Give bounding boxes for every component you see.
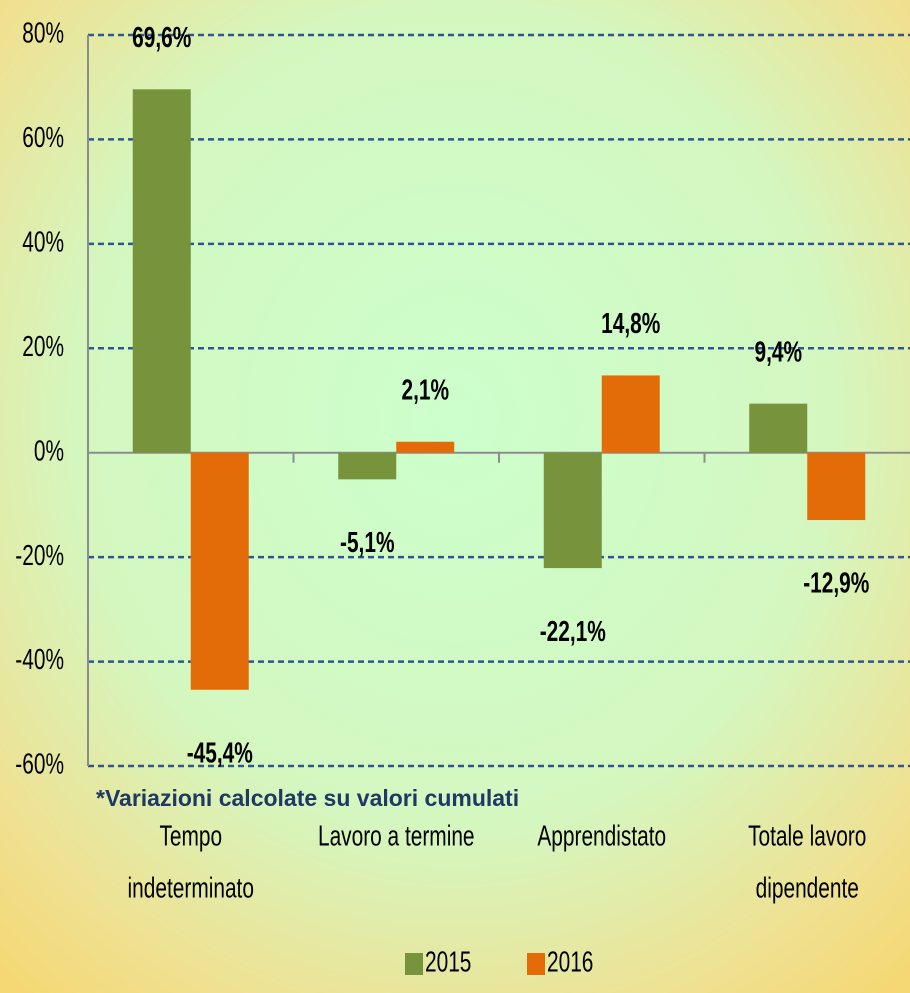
y-tick-label: 80% bbox=[22, 17, 64, 49]
x-tick-label: Apprendistato bbox=[537, 820, 666, 852]
data-label: -45,4% bbox=[187, 737, 253, 769]
bar bbox=[190, 452, 249, 690]
legend-label: 2015 bbox=[425, 946, 471, 978]
bar bbox=[807, 452, 866, 521]
bar bbox=[543, 452, 602, 569]
legend-label: 2016 bbox=[547, 946, 593, 978]
y-tick-label: -20% bbox=[15, 540, 64, 572]
y-tick-label: 60% bbox=[22, 122, 64, 154]
bar bbox=[338, 452, 397, 480]
x-tick-label: indeterminato bbox=[128, 872, 254, 904]
data-label: 2,1% bbox=[401, 374, 449, 406]
x-tick-label: dipendente bbox=[756, 872, 859, 904]
data-label: -22,1% bbox=[540, 616, 606, 648]
data-label: -12,9% bbox=[803, 567, 869, 599]
annotation: *Variazioni calcolate su valori cumulati bbox=[96, 785, 519, 811]
y-tick-label: 0% bbox=[34, 435, 64, 467]
bar bbox=[749, 403, 808, 453]
bar bbox=[396, 441, 455, 453]
bar bbox=[601, 375, 660, 453]
y-tick-label: 20% bbox=[22, 331, 64, 363]
y-tick-label: -60% bbox=[15, 748, 64, 780]
legend-swatch bbox=[527, 953, 545, 975]
data-label: 69,6% bbox=[132, 22, 191, 54]
data-label: -5,1% bbox=[340, 527, 395, 559]
bar bbox=[132, 89, 191, 453]
data-label: 14,8% bbox=[601, 308, 660, 340]
x-tick-label: Totale lavoro bbox=[748, 820, 866, 852]
y-tick-label: 40% bbox=[22, 226, 64, 258]
x-tick-label: Lavoro a termine bbox=[318, 820, 475, 852]
data-label: 9,4% bbox=[754, 336, 802, 368]
y-tick-label: -40% bbox=[15, 644, 64, 676]
x-tick-label: Tempo bbox=[159, 820, 222, 852]
legend-swatch bbox=[405, 953, 423, 975]
